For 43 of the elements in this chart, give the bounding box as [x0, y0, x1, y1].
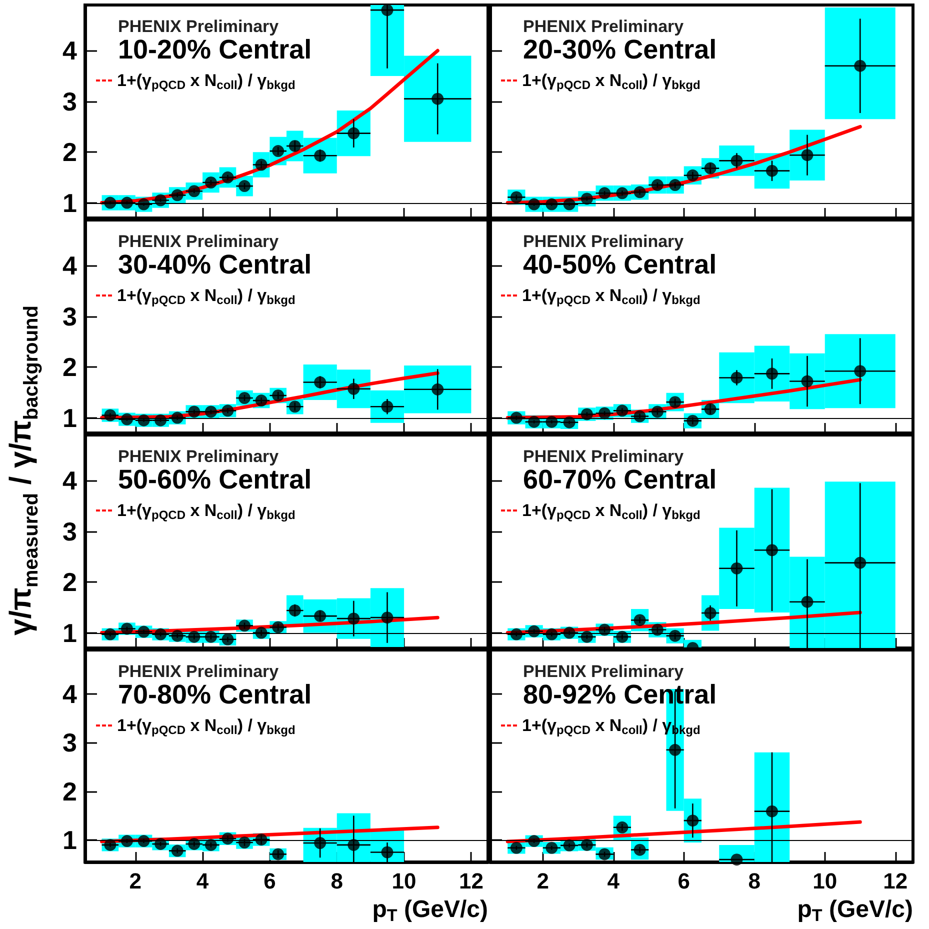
- text: 20-30% Central: [523, 34, 717, 64]
- annotation: PHENIX Preliminary: [523, 662, 684, 681]
- y-tick-label: 4: [62, 250, 78, 281]
- y-tick-label: 2: [62, 137, 77, 168]
- annotation: PHENIX Preliminary: [523, 447, 684, 466]
- x-tick-label: 12: [458, 868, 484, 894]
- x-tick-label: 12: [883, 868, 908, 894]
- annotation: PHENIX Preliminary: [523, 232, 684, 251]
- x-tick-label: 6: [678, 868, 690, 894]
- text: 30-40% Central: [118, 250, 312, 280]
- annotation: PHENIX Preliminary: [118, 17, 280, 36]
- y-tick-label: 4: [62, 36, 78, 66]
- y-tick-label: 1: [62, 402, 77, 433]
- x-tick-label: 8: [748, 868, 760, 894]
- y-tick-label: 3: [62, 516, 77, 546]
- text: 40-50% Central: [523, 250, 717, 280]
- y-tick-label: 2: [62, 567, 77, 598]
- y-tick-label: 1: [62, 825, 77, 856]
- x-tick-label: 4: [196, 868, 210, 894]
- y-tick-label: 1: [62, 188, 77, 218]
- y-tick-label: 2: [62, 776, 77, 806]
- text: 70-80% Central: [118, 680, 312, 710]
- annotation: PHENIX Preliminary: [118, 232, 280, 251]
- x-tick-label: 10: [392, 868, 416, 894]
- x-tick-label: 2: [536, 868, 549, 894]
- text: 10-20% Central: [118, 34, 312, 64]
- y-tick-label: 3: [62, 86, 77, 116]
- annotation: PHENIX Preliminary: [523, 17, 684, 36]
- annotation: PHENIX Preliminary: [118, 662, 280, 681]
- x-tick-label: 6: [264, 868, 276, 894]
- y-tick-label: 2: [62, 352, 77, 382]
- x-tick-label: 4: [607, 868, 620, 894]
- text: 60-70% Central: [523, 464, 717, 494]
- x-tick-label: 8: [330, 868, 343, 894]
- x-tick-label: 2: [129, 868, 142, 894]
- text: 50-60% Central: [118, 464, 312, 494]
- y-tick-label: 4: [62, 466, 78, 496]
- x-tick-label: 10: [812, 868, 838, 894]
- y-tick-label: 3: [62, 728, 77, 758]
- annotation: PHENIX Preliminary: [118, 447, 280, 466]
- y-tick-label: 4: [62, 678, 78, 709]
- y-tick-label: 3: [62, 301, 77, 332]
- y-tick-label: 1: [62, 618, 77, 648]
